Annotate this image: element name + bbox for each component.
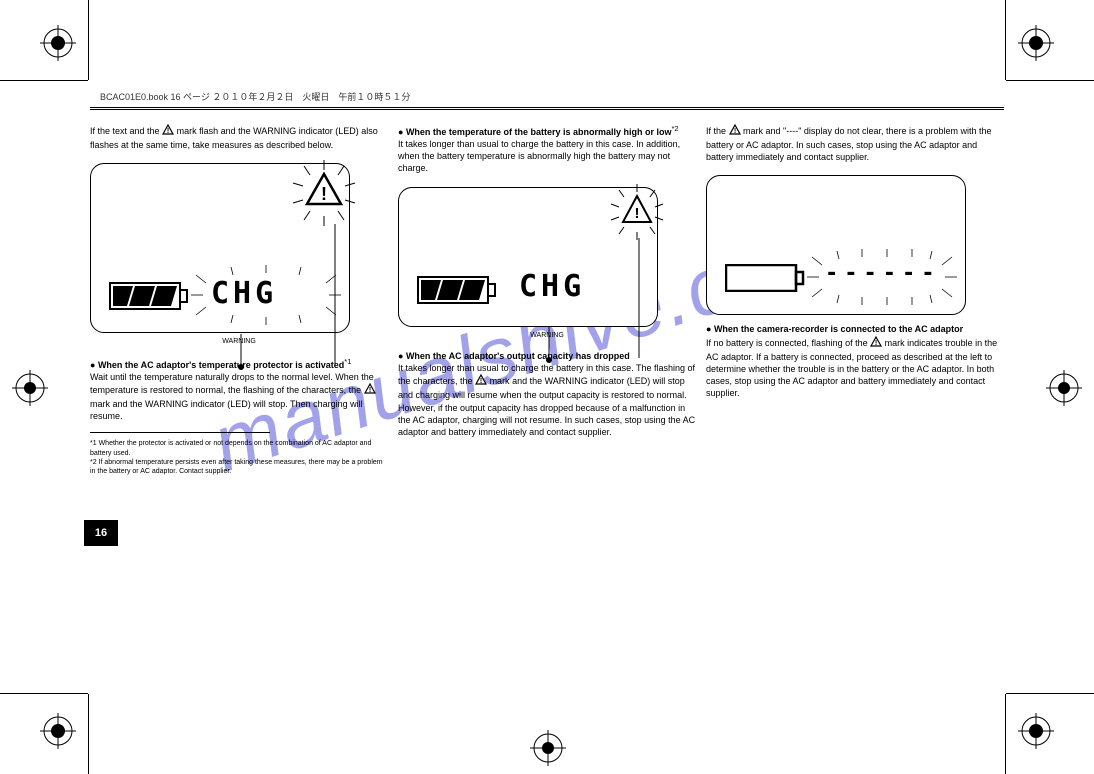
bullet-heading: When the camera-recorder is connected to… bbox=[714, 324, 963, 334]
crop-mark bbox=[1005, 694, 1006, 774]
text: Wait until the temperature naturally dro… bbox=[90, 372, 374, 395]
column-1: If the text and the ! mark flash and the… bbox=[90, 124, 388, 476]
text: It takes longer than usual to charge the… bbox=[398, 139, 680, 173]
battery-icon bbox=[109, 282, 189, 310]
col2-bullet2: ● When the AC adaptor's output capacity … bbox=[398, 350, 696, 438]
disclaimer: *1 Whether the protector is activated or… bbox=[90, 439, 388, 475]
warning-burst: ! bbox=[289, 158, 359, 231]
text: If no battery is connected, flashing of … bbox=[706, 338, 870, 348]
col1-intro: If the text and the ! mark flash and the… bbox=[90, 124, 388, 151]
warning-caption: WARNING bbox=[398, 331, 696, 340]
col2-bullet1: ● When the temperature of the battery is… bbox=[398, 124, 696, 175]
svg-text:!: ! bbox=[635, 205, 640, 222]
lcd-display-1: ! bbox=[90, 163, 350, 333]
reg-mark-bottom bbox=[530, 730, 566, 766]
reg-mark-right bbox=[1046, 370, 1082, 406]
bullet-heading: When the temperature of the battery is a… bbox=[406, 127, 672, 137]
reg-mark-bl bbox=[40, 713, 76, 749]
lcd-display-3: ------ bbox=[706, 175, 966, 315]
crop-mark bbox=[1006, 80, 1094, 81]
text: mark and the WARNING indicator (LED) wil… bbox=[90, 399, 363, 421]
crop-mark bbox=[0, 693, 88, 694]
reg-mark-tl bbox=[40, 25, 76, 61]
col3-bullet: ● When the camera-recorder is connected … bbox=[706, 323, 1004, 399]
reg-mark-left bbox=[12, 370, 48, 406]
page-header: BCAC01E0.book 16 ページ ２０１０年２月２日 火曜日 午前１０時… bbox=[90, 90, 1004, 103]
warning-icon: ! bbox=[475, 374, 487, 389]
disclaimer-rule bbox=[90, 432, 270, 433]
header-rule bbox=[90, 107, 1004, 110]
battery-icon bbox=[417, 276, 497, 304]
svg-text:!: ! bbox=[167, 128, 169, 135]
page-number-tab: 16 bbox=[84, 520, 118, 546]
crop-mark bbox=[88, 694, 89, 774]
bullet-heading: When the AC adaptor's temperature protec… bbox=[98, 360, 344, 370]
warning-caption: WARNING bbox=[90, 337, 388, 346]
svg-text:!: ! bbox=[733, 128, 735, 135]
warning-icon: ! bbox=[729, 124, 741, 139]
crop-mark bbox=[1006, 693, 1094, 694]
column-2: ● When the temperature of the battery is… bbox=[398, 124, 696, 476]
column-3: If the ! mark and "----" display do not … bbox=[706, 124, 1004, 476]
crop-mark bbox=[0, 80, 88, 81]
col3-intro: If the ! mark and "----" display do not … bbox=[706, 124, 1004, 163]
svg-text:!: ! bbox=[480, 378, 482, 385]
warning-icon: ! bbox=[870, 336, 882, 351]
svg-text:!: ! bbox=[321, 184, 327, 204]
battery-icon-empty bbox=[725, 264, 805, 292]
svg-text:!: ! bbox=[875, 340, 877, 347]
dashes-display: ------ bbox=[825, 259, 940, 289]
reg-mark-tr bbox=[1018, 25, 1054, 61]
warning-burst: ! bbox=[607, 182, 667, 245]
warning-icon: ! bbox=[364, 383, 376, 398]
crop-mark bbox=[1005, 0, 1006, 80]
text: mark and "----" display do not clear, th… bbox=[706, 126, 992, 162]
reg-mark-br bbox=[1018, 713, 1054, 749]
bullet-heading: When the AC adaptor's output capacity ha… bbox=[406, 351, 630, 361]
crop-mark bbox=[88, 0, 89, 80]
col1-bullet: ● When the AC adaptor's temperature prot… bbox=[90, 357, 388, 423]
svg-text:!: ! bbox=[368, 387, 370, 394]
text: If abnormal temperature persists even af… bbox=[90, 459, 383, 475]
lcd-display-2: ! CHG bbox=[398, 187, 658, 327]
text: If the bbox=[706, 126, 729, 136]
chg-display: CHG bbox=[211, 274, 277, 315]
page-content: BCAC01E0.book 16 ページ ２０１０年２月２日 火曜日 午前１０時… bbox=[90, 90, 1004, 684]
warning-icon: ! bbox=[162, 124, 174, 139]
text: However, if the output capacity has drop… bbox=[398, 403, 695, 437]
text: Whether the protector is activated or no… bbox=[90, 440, 371, 456]
chg-display: CHG bbox=[519, 267, 585, 308]
text: If the text and the bbox=[90, 126, 162, 136]
